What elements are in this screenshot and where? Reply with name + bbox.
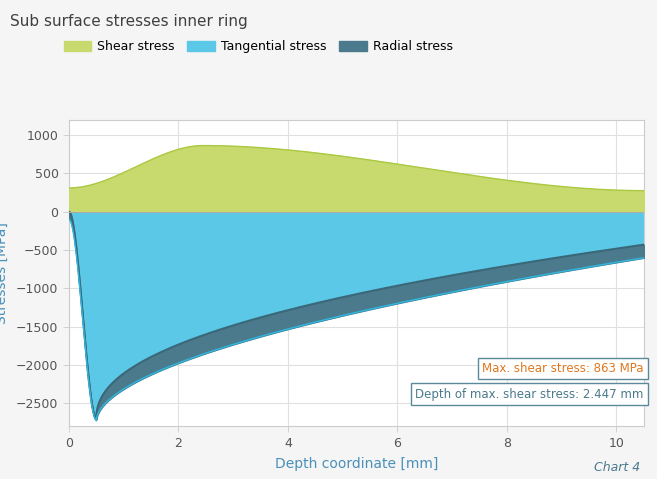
Legend: Shear stress, Tangential stress, Radial stress: Shear stress, Tangential stress, Radial … bbox=[64, 40, 453, 53]
Y-axis label: Stresses [MPa]: Stresses [MPa] bbox=[0, 222, 9, 324]
Text: Sub surface stresses inner ring: Sub surface stresses inner ring bbox=[10, 14, 248, 29]
Text: Max. shear stress: 863 MPa: Max. shear stress: 863 MPa bbox=[482, 362, 644, 376]
Text: Chart 4: Chart 4 bbox=[595, 461, 641, 474]
Text: Depth of max. shear stress: 2.447 mm: Depth of max. shear stress: 2.447 mm bbox=[415, 388, 644, 400]
X-axis label: Depth coordinate [mm]: Depth coordinate [mm] bbox=[275, 456, 438, 471]
